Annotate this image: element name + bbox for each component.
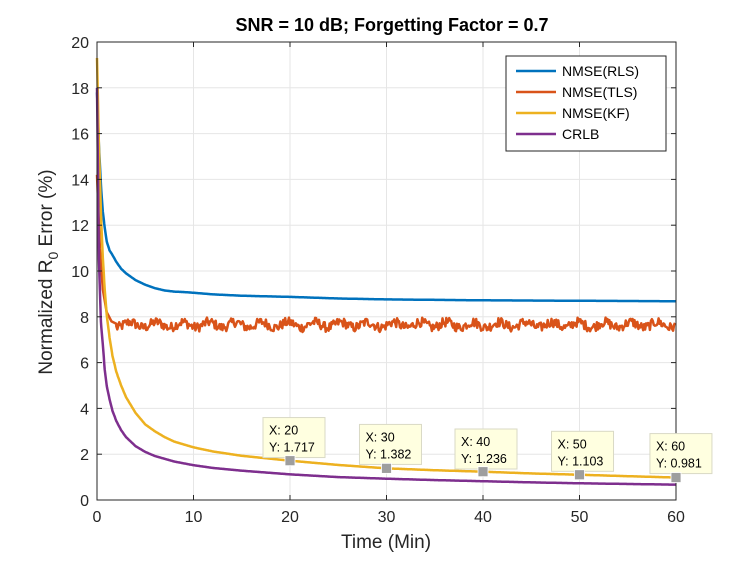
- chart-title: SNR = 10 dB; Forgetting Factor = 0.7: [235, 15, 548, 35]
- y-tick-label: 12: [71, 218, 89, 235]
- legend[interactable]: NMSE(RLS) NMSE(TLS) NMSE(KF) CRLB: [505, 55, 667, 152]
- y-tick-label: 14: [71, 172, 89, 189]
- data-tip-y: Y: 1.103: [558, 454, 604, 468]
- data-tip-marker[interactable]: [574, 469, 585, 481]
- data-tip-box[interactable]: [262, 417, 326, 459]
- y-axis-label-suffix: Error (%): [36, 169, 57, 251]
- data-tip-marker[interactable]: [381, 462, 392, 474]
- data-tip-x: X: 40: [461, 435, 490, 449]
- x-tick-label: 50: [571, 509, 589, 526]
- data-tip-x: X: 30: [365, 430, 394, 444]
- x-tick-label: 40: [474, 509, 492, 526]
- legend-label[interactable]: NMSE(RLS): [562, 63, 639, 79]
- series-line-nmse-rls: [95, 92, 677, 303]
- y-axis-label: Normalized R0 Error (%): [36, 169, 61, 374]
- data-tip-x: X: 60: [656, 440, 685, 454]
- data-tip-box[interactable]: [454, 428, 518, 470]
- x-tick-label: 30: [378, 509, 396, 526]
- legend-label[interactable]: NMSE(TLS): [562, 84, 637, 100]
- y-tick-label: 6: [80, 356, 89, 373]
- y-tick-label: 4: [80, 401, 89, 418]
- y-tick-label: 10: [71, 264, 89, 281]
- axis-ticks: 0 10 20 30 40 50 60 0 2 4 6 8 10 12 14 16 18 20: [71, 35, 685, 526]
- data-tip-marker[interactable]: [477, 466, 489, 478]
- y-tick-label: 18: [71, 81, 89, 98]
- y-tick-label: 2: [80, 447, 89, 464]
- data-tip-box[interactable]: [649, 433, 713, 475]
- y-axis-label-prefix: Normalized R: [36, 260, 57, 375]
- x-tick-label: 0: [93, 509, 102, 526]
- x-tick-label: 20: [281, 509, 299, 526]
- data-tip-y: Y: 0.981: [656, 457, 702, 471]
- data-tip-marker[interactable]: [670, 472, 682, 483]
- y-axis-label-subscript: 0: [45, 252, 61, 260]
- data-tip-y: Y: 1.717: [269, 441, 315, 455]
- data-tip-y: Y: 1.236: [461, 452, 507, 466]
- legend-label[interactable]: NMSE(KF): [562, 105, 630, 121]
- data-tip-x: X: 20: [269, 424, 298, 438]
- data-tip-x: X: 50: [558, 437, 587, 451]
- data-tips: X: 20 Y: 1.717 X: 30 Y: 1.382 X: 40 Y: 1.236 X…: [262, 417, 713, 483]
- series-line-crlb: [95, 87, 677, 486]
- x-tick-label: 60: [667, 509, 685, 526]
- data-tip-box[interactable]: [358, 423, 422, 465]
- y-tick-label: 16: [71, 127, 89, 144]
- y-tick-label: 20: [71, 35, 89, 52]
- x-axis-label: Time (Min): [341, 532, 431, 553]
- y-tick-label: 0: [80, 493, 89, 510]
- series-line-nmse-tls: [95, 174, 677, 334]
- data-tip-marker[interactable]: [284, 455, 296, 467]
- data-tip-y: Y: 1.382: [365, 447, 411, 461]
- y-tick-label: 8: [80, 310, 89, 327]
- x-tick-label: 10: [185, 509, 203, 526]
- legend-label[interactable]: CRLB: [562, 126, 599, 142]
